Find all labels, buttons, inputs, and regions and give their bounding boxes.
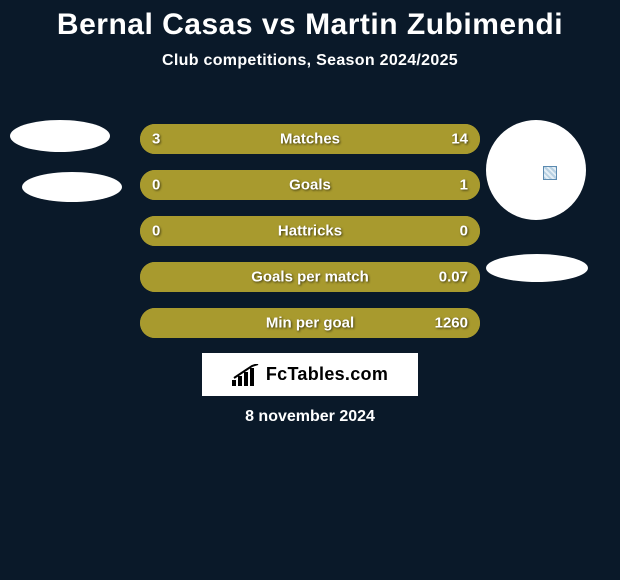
branding-logo-icon [232,364,260,386]
snapshot-date: 8 november 2024 [245,408,375,426]
stat-bar-player1 [140,262,154,292]
stat-label: Hattricks [278,223,342,240]
stat-bar-player1 [140,124,201,154]
page-title: Bernal Casas vs Martin Zubimendi [0,0,620,42]
stat-row: Hattricks 0 0 [140,216,480,246]
stat-value-player1: 0 [152,177,160,194]
player1-avatar [10,120,116,226]
stat-value-player1: 3 [152,131,160,148]
stats-comparison: Matches 3 14 Goals 0 1 Hattricks 0 0 Goals per ma… [140,124,480,354]
stat-label: Goals [289,177,331,194]
stat-bar-player1 [140,308,154,338]
stat-value-player2: 1260 [435,315,468,332]
avatar-placeholder-shape [486,254,588,282]
stat-label: Goals per match [251,269,369,286]
stat-row: Goals per match 0.07 [140,262,480,292]
stat-value-player1: 0 [152,223,160,240]
page-subtitle: Club competitions, Season 2024/2025 [0,52,620,70]
avatar-placeholder-shape [22,172,122,202]
stat-value-player2: 0.07 [439,269,468,286]
stat-value-player2: 1 [460,177,468,194]
stat-row: Min per goal 1260 [140,308,480,338]
player2-avatar [486,120,592,226]
image-placeholder-icon [543,166,557,180]
stat-row: Matches 3 14 [140,124,480,154]
branding-text: FcTables.com [266,364,388,385]
avatar-placeholder-shape [10,120,110,152]
avatar-placeholder-shape [486,120,586,220]
stat-row: Goals 0 1 [140,170,480,200]
stat-value-player2: 14 [451,131,468,148]
stat-bar-player2 [201,124,480,154]
stat-value-player2: 0 [460,223,468,240]
branding-badge: FcTables.com [202,353,418,396]
stat-label: Min per goal [266,315,354,332]
stat-label: Matches [280,131,340,148]
